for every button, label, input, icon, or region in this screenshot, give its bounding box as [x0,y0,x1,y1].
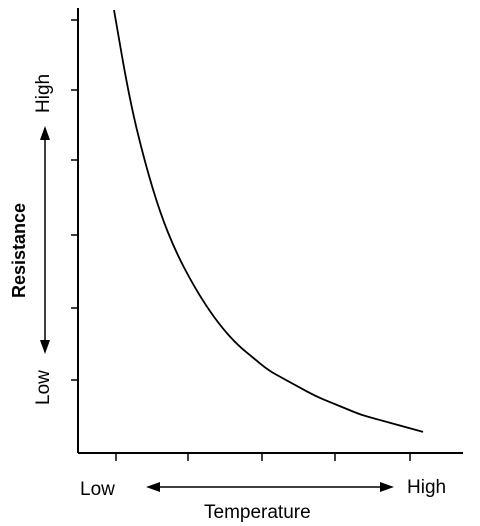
x-axis-title: Temperature [204,502,311,523]
x-high-label: High [407,477,446,498]
y-low-label: Low [33,370,54,405]
x-low-label: Low [80,479,115,500]
y-axis-title: Resistance [9,203,29,298]
y-arrow-up-head [40,126,50,140]
series-layer [113,9,424,433]
x-arrow-right-head [380,482,394,492]
y-arrow-down-head [40,340,50,354]
y-axis-labels: High Low Resistance [9,74,54,405]
y-high-label: High [33,74,54,113]
series-line [113,9,424,433]
x-arrow-left-head [146,482,160,492]
